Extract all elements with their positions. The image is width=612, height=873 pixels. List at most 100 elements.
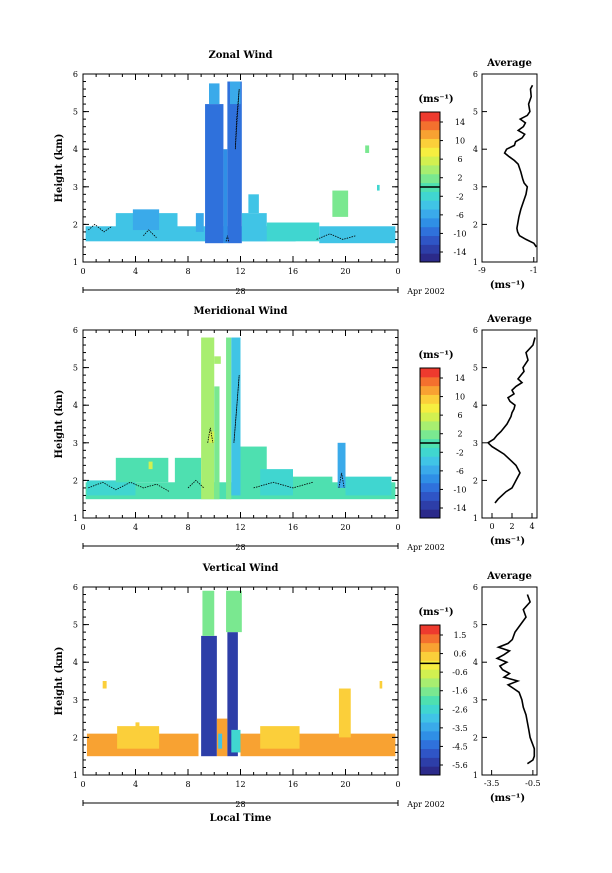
y-tick-label: 5 — [73, 108, 78, 117]
heatmap-cell — [230, 81, 241, 105]
heatmap-cell — [319, 226, 396, 244]
colorbar-tick-label: -4.5 — [452, 742, 467, 751]
x-tick-label: 0 — [395, 523, 400, 532]
heatmap-cell — [241, 213, 267, 242]
x-tick-label: 20 — [340, 780, 350, 789]
x-tick-label: 0 — [395, 267, 400, 276]
heatmap-cell — [117, 726, 160, 749]
colorbar-swatch — [420, 500, 440, 510]
colorbar-swatch — [420, 633, 440, 644]
profile-y-tick-label: 4 — [473, 401, 478, 410]
y-tick-label: 5 — [73, 364, 78, 373]
profile-x-label: (ms⁻¹) — [490, 536, 525, 547]
y-tick-label: 1 — [73, 514, 78, 523]
y-tick-label: 5 — [73, 621, 78, 630]
heatmap-cell — [209, 431, 215, 443]
colorbar-tick-label: 2 — [457, 430, 462, 439]
heatmap-cell — [260, 726, 300, 749]
panel-title: Zonal Wind — [208, 50, 272, 61]
x-tick-label: 16 — [288, 780, 298, 789]
heatmap-cell — [202, 590, 215, 636]
colorbar-tick-label: 6 — [457, 155, 462, 164]
heatmap-cell — [148, 461, 153, 470]
x-tick-label: 4 — [133, 267, 138, 276]
heatmap-cells — [85, 81, 396, 244]
colorbar-tick-label: -3.5 — [452, 724, 467, 733]
colorbar-swatch — [420, 686, 440, 697]
colorbar-swatch — [420, 748, 440, 758]
profile-title: Average — [486, 58, 532, 69]
colorbar-tick-label: -2.6 — [452, 705, 467, 714]
profile-y-tick-label: 6 — [473, 70, 478, 79]
colorbar-tick-label: -6 — [456, 211, 464, 220]
profile-y-tick-label: 2 — [473, 220, 478, 229]
profile-x-tick-label: 0 — [489, 522, 494, 531]
profile-x-tick-label: -9 — [478, 266, 486, 275]
colorbar-tick-label: -5.6 — [452, 761, 467, 770]
colorbar-swatch — [420, 253, 440, 263]
date-day-label: 28 — [235, 543, 245, 552]
colorbar-swatch — [420, 722, 440, 732]
profile-y-tick-label: 1 — [473, 258, 478, 267]
colorbar-swatch — [420, 757, 440, 767]
colorbar-swatch — [420, 209, 440, 219]
colorbar-swatch — [420, 244, 440, 254]
colorbar-tick-label: -2 — [456, 192, 464, 201]
colorbar-tick-label: -1.6 — [452, 687, 467, 696]
heatmap-cell — [223, 149, 228, 244]
contour-line — [338, 472, 345, 488]
y-axis-label: Height (km) — [54, 390, 65, 459]
x-tick-label: 0 — [80, 267, 85, 276]
colorbar-swatch — [420, 447, 440, 457]
colorbar-swatch — [420, 642, 440, 652]
heatmap-cell — [248, 194, 259, 214]
y-tick-label: 6 — [73, 70, 78, 79]
colorbar-swatch — [420, 156, 440, 166]
y-tick-label: 2 — [73, 476, 78, 485]
colorbar-swatch — [420, 120, 440, 131]
colorbar-swatch — [420, 730, 440, 741]
y-axis-label: Height (km) — [54, 134, 65, 203]
colorbar-swatch — [420, 112, 440, 122]
x-tick-label: 4 — [133, 780, 138, 789]
y-tick-label: 4 — [73, 401, 78, 410]
colorbar-swatch — [420, 173, 440, 184]
date-label: Apr 2002 — [406, 543, 445, 552]
colorbar-swatch — [420, 473, 440, 484]
heatmap-cell — [377, 184, 380, 191]
colorbar-swatch — [420, 147, 440, 157]
contour-line — [316, 233, 357, 240]
heatmap-cells — [86, 590, 396, 757]
contour-line — [225, 235, 230, 242]
heatmap-cell — [201, 337, 215, 500]
colorbar-swatch — [420, 368, 440, 378]
colorbar-swatch — [420, 200, 440, 210]
profile-y-tick-label: 4 — [473, 145, 478, 154]
x-tick-label: 8 — [185, 780, 190, 789]
colorbar-tick-label: -0.6 — [452, 668, 467, 677]
colorbar-swatch — [420, 191, 440, 201]
colorbar-tick-label: 10 — [455, 137, 465, 146]
panel-title: Meridional Wind — [193, 306, 287, 317]
colorbar-swatch — [420, 695, 440, 705]
colorbar-tick-label: 10 — [455, 393, 465, 402]
colorbar-unit: (ms⁻¹) — [418, 350, 453, 361]
colorbar-swatch — [420, 491, 440, 501]
colorbar-swatch — [420, 482, 440, 493]
heatmap-cell — [338, 688, 351, 738]
panel-title: Vertical Wind — [202, 563, 279, 574]
heatmap-cell — [365, 145, 370, 153]
colorbar-unit: (ms⁻¹) — [418, 94, 453, 105]
heatmap-cell — [226, 337, 232, 500]
profile-title: Average — [486, 314, 532, 325]
profile-y-tick-label: 4 — [473, 658, 478, 667]
heatmap-cell — [205, 104, 224, 244]
colorbar-swatch — [420, 509, 440, 519]
heatmap-cell — [227, 632, 238, 757]
profile-x-tick-label: 4 — [529, 522, 534, 531]
heatmap-cell — [201, 635, 217, 757]
contour-line — [233, 375, 240, 443]
colorbar-tick-label: 1.5 — [454, 631, 467, 640]
y-tick-label: 3 — [73, 696, 78, 705]
x-axis-label: Local Time — [210, 813, 272, 824]
